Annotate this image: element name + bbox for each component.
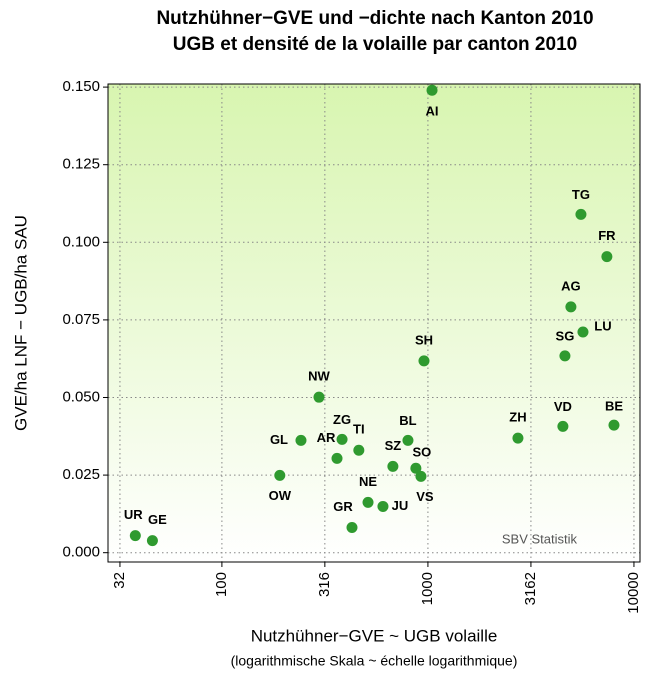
point-label: NW [308,369,330,384]
point [313,391,325,403]
y-tick-label: 0.125 [62,156,100,173]
point-label: JU [392,498,409,513]
point-label: GE [148,512,167,527]
plot-frame [107,83,641,563]
point-label: ZH [509,410,526,425]
point [377,500,389,512]
point-label: GR [333,499,353,514]
annotation: SBV Statistik [502,531,578,546]
point-label: VS [416,489,434,504]
x-tick-label: 32 [111,572,128,589]
point [575,208,587,220]
point [295,434,307,446]
point [601,251,613,263]
y-tick-label: 0.100 [62,233,100,250]
point-label: UR [124,507,143,522]
point-label: SH [415,332,433,347]
point-label: AR [317,430,336,445]
point [559,350,571,362]
x-tick-label: 100 [213,572,230,597]
point-label: VD [554,399,572,414]
point-label: ZG [333,412,351,427]
point [402,434,414,446]
point-label: SO [412,445,431,460]
point-label: OW [269,488,292,503]
point [410,462,422,474]
point [146,535,158,547]
x-tick-label: 1000 [419,572,436,605]
point [331,452,343,464]
point-label: NE [359,474,377,489]
point [129,530,141,542]
point [336,433,348,445]
chart-title: Nutzhühner−GVE und −dichte nach Kanton 2… [156,8,593,29]
point [415,470,427,482]
point-label: TG [572,187,590,202]
point-label: SZ [385,438,402,453]
point-label: TI [353,422,365,437]
point [565,301,577,313]
point [418,355,430,367]
point [512,432,524,444]
y-tick-label: 0.000 [62,544,100,561]
point [346,522,358,534]
point [557,420,569,432]
y-tick-label: 0.075 [62,311,100,328]
plot-area [108,84,640,562]
point-label: GL [270,432,288,447]
point [577,326,589,338]
point-label: BL [399,413,416,428]
x-tick-label: 3162 [522,572,539,605]
point-label: LU [594,318,611,333]
point [387,460,399,472]
point-label: AG [561,278,581,293]
y-tick-label: 0.050 [62,388,100,405]
point [274,469,286,481]
point-label: AI [426,104,439,119]
x-axis-sublabel: (logarithmische Skala ~ échelle logarith… [231,653,518,669]
point [608,419,620,431]
x-tick-label: 316 [316,572,333,597]
x-tick-label: 10000 [625,572,642,614]
chart-subtitle: UGB et densité de la volaille par canton… [173,34,577,55]
point [426,84,438,96]
point-label: FR [598,228,616,243]
x-axis-label: Nutzhühner−GVE ~ UGB volaille [251,626,498,645]
y-tick-label: 0.150 [62,78,100,95]
y-tick-label: 0.025 [62,466,100,483]
point [362,496,374,508]
point-label: SG [556,328,575,343]
point [353,444,365,456]
point-label: BE [605,399,623,414]
y-axis-label: GVE/ha LNF − UGB/ha SAU [11,215,30,431]
